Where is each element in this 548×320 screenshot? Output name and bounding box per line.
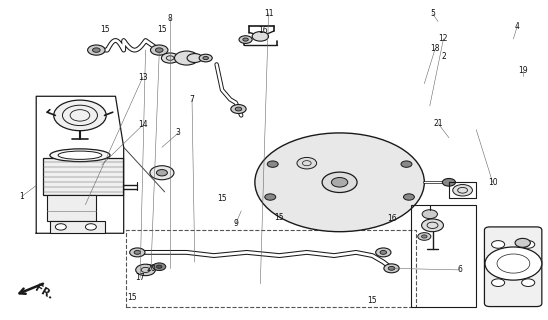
- Circle shape: [239, 36, 252, 44]
- Circle shape: [187, 53, 202, 62]
- Text: FR.: FR.: [33, 283, 55, 301]
- Bar: [127, 230, 416, 307]
- Bar: [43, 158, 123, 195]
- Circle shape: [55, 224, 66, 230]
- Circle shape: [203, 56, 208, 60]
- Text: 20: 20: [146, 264, 156, 273]
- Circle shape: [384, 264, 399, 273]
- Circle shape: [130, 248, 145, 257]
- Circle shape: [453, 185, 472, 196]
- Circle shape: [388, 267, 395, 270]
- FancyBboxPatch shape: [484, 227, 542, 307]
- Bar: [410, 204, 476, 307]
- Circle shape: [136, 264, 156, 276]
- Circle shape: [442, 179, 455, 186]
- Text: 8: 8: [168, 14, 173, 23]
- Circle shape: [162, 53, 179, 63]
- Circle shape: [422, 210, 437, 219]
- Text: 13: 13: [138, 73, 147, 82]
- Circle shape: [54, 100, 106, 131]
- Text: 21: 21: [433, 119, 443, 128]
- Circle shape: [235, 107, 242, 111]
- Text: 15: 15: [217, 194, 227, 203]
- Circle shape: [265, 194, 276, 200]
- Text: 12: 12: [439, 35, 448, 44]
- Circle shape: [88, 45, 105, 55]
- Circle shape: [231, 105, 246, 114]
- Circle shape: [401, 161, 412, 167]
- Circle shape: [153, 263, 166, 270]
- Text: 5: 5: [430, 9, 435, 18]
- Bar: [50, 220, 105, 233]
- Circle shape: [255, 133, 424, 232]
- Circle shape: [174, 51, 198, 65]
- Text: 19: 19: [518, 66, 528, 75]
- Text: 15: 15: [368, 296, 377, 305]
- Text: 7: 7: [190, 95, 195, 104]
- Text: 6: 6: [458, 265, 463, 275]
- Circle shape: [492, 279, 505, 286]
- Circle shape: [322, 172, 357, 193]
- Circle shape: [421, 219, 443, 232]
- Text: 15: 15: [275, 213, 284, 222]
- Text: 15: 15: [127, 292, 136, 301]
- Ellipse shape: [58, 151, 102, 159]
- Text: 10: 10: [488, 178, 498, 187]
- Text: 1: 1: [19, 192, 24, 201]
- Circle shape: [150, 166, 174, 180]
- Text: 15: 15: [157, 25, 167, 34]
- Circle shape: [380, 251, 386, 254]
- Text: 18: 18: [431, 44, 440, 53]
- Text: 17: 17: [135, 273, 145, 282]
- Circle shape: [332, 178, 348, 187]
- Circle shape: [93, 48, 100, 52]
- Text: 16: 16: [258, 27, 268, 36]
- Circle shape: [485, 247, 542, 280]
- Text: 16: 16: [387, 214, 396, 223]
- Circle shape: [151, 45, 168, 55]
- Circle shape: [515, 238, 530, 247]
- Text: 3: 3: [176, 128, 181, 137]
- Bar: [47, 195, 96, 220]
- Text: 4: 4: [515, 22, 520, 31]
- Circle shape: [522, 279, 535, 286]
- Circle shape: [252, 32, 269, 41]
- Circle shape: [418, 233, 431, 240]
- Circle shape: [85, 224, 96, 230]
- Circle shape: [156, 48, 163, 52]
- Text: 15: 15: [100, 25, 110, 34]
- Circle shape: [492, 241, 505, 248]
- Circle shape: [522, 241, 535, 248]
- Circle shape: [421, 235, 427, 238]
- Ellipse shape: [50, 149, 110, 162]
- Circle shape: [243, 38, 248, 41]
- Text: 2: 2: [441, 52, 446, 61]
- Circle shape: [403, 194, 414, 200]
- Circle shape: [297, 157, 317, 169]
- Circle shape: [267, 161, 278, 167]
- Circle shape: [134, 251, 141, 254]
- Circle shape: [199, 54, 212, 62]
- Circle shape: [376, 248, 391, 257]
- Text: 14: 14: [138, 120, 147, 130]
- Circle shape: [157, 265, 162, 268]
- Text: 11: 11: [264, 9, 273, 18]
- Text: 9: 9: [233, 219, 238, 228]
- Circle shape: [157, 170, 167, 176]
